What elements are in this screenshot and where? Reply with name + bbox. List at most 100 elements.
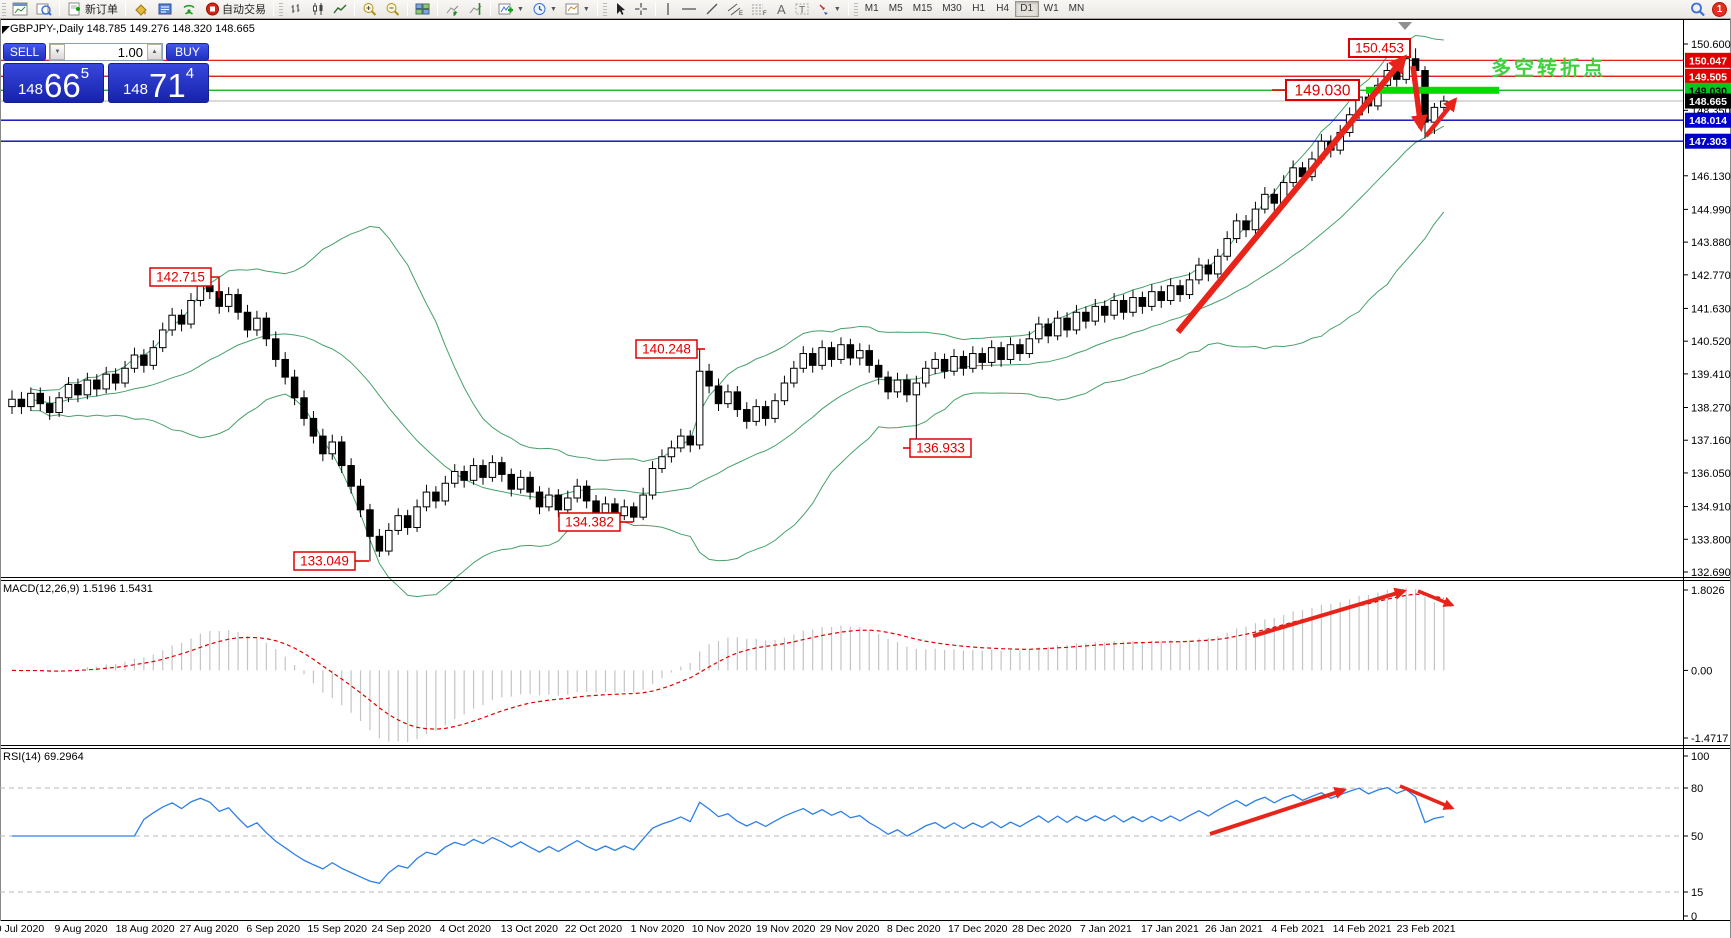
svg-text:142.715: 142.715	[156, 270, 205, 285]
svg-text:132.690: 132.690	[1691, 567, 1731, 579]
new-order-button[interactable]: 新订单	[63, 1, 122, 18]
paint-bucket-icon	[135, 4, 147, 16]
svg-text:134.382: 134.382	[565, 515, 614, 530]
autotrading-button[interactable]: 自动交易	[201, 1, 270, 18]
crosshair-button[interactable]	[630, 1, 652, 18]
svg-text:30 Jul 2020: 30 Jul 2020	[0, 923, 44, 935]
styles-button[interactable]	[129, 1, 153, 18]
svg-text:146.130: 146.130	[1691, 171, 1731, 183]
svg-text:150.047: 150.047	[1689, 55, 1727, 67]
trend-arrow-main[interactable]	[1410, 65, 1428, 133]
zoom-out-button[interactable]	[381, 1, 404, 18]
arrow-objects-icon	[819, 4, 828, 15]
tf-button-M1[interactable]: M1	[864, 3, 879, 14]
bar-chart-mode-button[interactable]	[285, 1, 307, 18]
tile-windows-button[interactable]	[411, 1, 434, 18]
new-chart-icon	[12, 2, 28, 16]
arrows-button[interactable]: ▼	[813, 1, 845, 18]
macd-indicator-label: MACD(12,26,9) 1.5196 1.5431	[3, 583, 153, 595]
toolbar-grip[interactable]	[279, 2, 283, 16]
sell-price-display[interactable]: 148 66 5	[3, 63, 104, 103]
price-flag-136.933[interactable]: 136.933	[903, 438, 972, 458]
tf-button-M5[interactable]: M5	[888, 3, 903, 14]
market-watch-icon	[158, 3, 172, 15]
tf-button-W1[interactable]: W1	[1043, 3, 1059, 14]
cursor-button[interactable]	[609, 1, 630, 18]
vertical-line-button[interactable]	[659, 1, 677, 18]
tf-button-H1[interactable]: H1	[972, 3, 986, 14]
text-icon: A	[777, 2, 786, 16]
buy-button[interactable]: BUY	[166, 43, 209, 61]
line-chart-mode-button[interactable]	[329, 1, 351, 18]
toolbar-grip[interactable]	[853, 2, 858, 16]
svg-text:140.520: 140.520	[1691, 336, 1731, 348]
price-flag-134.382[interactable]: 134.382	[558, 512, 633, 532]
candle-chart-mode-button[interactable]	[307, 1, 329, 18]
tf-button-D1[interactable]: D1	[1014, 1, 1039, 17]
templates-button[interactable]: ▼	[561, 1, 594, 18]
svg-text:26 Jan 2021: 26 Jan 2021	[1205, 923, 1263, 935]
toolbar-separator	[59, 2, 60, 16]
indicators-button[interactable]: ▼	[494, 1, 528, 18]
notification-badge[interactable]: 1	[1712, 1, 1727, 17]
volume-spinner: ▼ 1.00 ▲	[49, 43, 163, 61]
sell-button[interactable]: SELL	[3, 43, 46, 61]
bar-chart-icon	[291, 4, 300, 13]
zoom-in-button[interactable]	[358, 1, 381, 18]
trend-arrow-main[interactable]	[1175, 54, 1407, 334]
svg-text:7 Jan 2021: 7 Jan 2021	[1080, 923, 1132, 935]
chart-area: 150.600 148.350 146.130 144.990 143.880 142.7…	[0, 19, 1731, 938]
buy-price-display[interactable]: 148 71 4	[108, 63, 209, 103]
chart-magnifier-icon	[36, 3, 52, 16]
zoom-in-icon	[363, 3, 377, 16]
price-flag-149.030[interactable]: 149.030	[1272, 79, 1360, 101]
trend-arrow-macd[interactable]	[1252, 587, 1407, 638]
tf-button-M30[interactable]: M30	[942, 3, 962, 14]
thick-green-resistance-segment[interactable]	[1366, 86, 1499, 94]
svg-text:139.410: 139.410	[1691, 369, 1731, 381]
signals-button[interactable]	[177, 1, 201, 18]
label-button[interactable]: T	[791, 1, 813, 18]
chart-select-marker[interactable]	[2, 26, 10, 34]
chart-shift-marker[interactable]	[1398, 22, 1412, 30]
trend-arrow-rsi[interactable]	[1209, 787, 1347, 836]
price-badge-147.303: 147.303	[1685, 133, 1731, 149]
sell-price-pips: 66	[43, 66, 81, 104]
price-flag-150.453[interactable]: 150.453	[1348, 38, 1411, 58]
timeframe-toolbar: M1 M5 M15 M30 H1 H4 D1 W1 MN	[860, 1, 1089, 17]
svg-text:4 Oct 2020: 4 Oct 2020	[440, 923, 492, 935]
periods-button[interactable]: ▼	[528, 1, 561, 18]
fibonacci-button[interactable]: F	[747, 1, 771, 18]
tile-windows-icon	[415, 3, 430, 15]
svg-text:136.050: 136.050	[1691, 468, 1731, 480]
price-flag-142.715[interactable]: 142.715	[149, 267, 220, 298]
toolbar-grip[interactable]	[2, 2, 6, 16]
tf-button-MN[interactable]: MN	[1068, 3, 1085, 14]
volume-decrease-button[interactable]: ▼	[50, 44, 65, 60]
search-icon[interactable]	[1690, 2, 1706, 17]
channel-button[interactable]: E	[723, 1, 747, 18]
text-button[interactable]: A	[771, 1, 791, 18]
new-order-label: 新订单	[85, 4, 118, 16]
trend-arrow-macd[interactable]	[1417, 589, 1455, 607]
volume-increase-button[interactable]: ▲	[147, 44, 162, 60]
price-flag-133.049[interactable]: 133.049	[293, 551, 369, 571]
horizontal-line-button[interactable]	[677, 1, 701, 18]
chart-shift-button[interactable]	[464, 1, 487, 18]
svg-text:4 Feb 2021: 4 Feb 2021	[1271, 923, 1324, 935]
tf-button-M15[interactable]: M15	[912, 3, 933, 14]
price-flag-140.248[interactable]: 140.248	[635, 339, 705, 359]
trend-arrow-rsi[interactable]	[1399, 784, 1455, 810]
svg-text:27 Aug 2020: 27 Aug 2020	[180, 923, 239, 935]
new-chart-button[interactable]	[8, 1, 32, 18]
tf-button-H4[interactable]: H4	[996, 3, 1010, 14]
trend-arrow-main[interactable]	[1424, 97, 1458, 138]
rsi-axis: 100 80 50 15 0	[1683, 751, 1709, 923]
chart-profiles-button[interactable]	[32, 1, 56, 18]
turning-point-annotation[interactable]: 多空转折点	[1491, 58, 1606, 80]
market-watch-button[interactable]	[153, 1, 177, 18]
auto-scroll-button[interactable]	[441, 1, 464, 18]
trendline-button[interactable]	[701, 1, 723, 18]
toolbar-grip[interactable]	[602, 2, 607, 16]
volume-value[interactable]: 1.00	[117, 45, 143, 60]
